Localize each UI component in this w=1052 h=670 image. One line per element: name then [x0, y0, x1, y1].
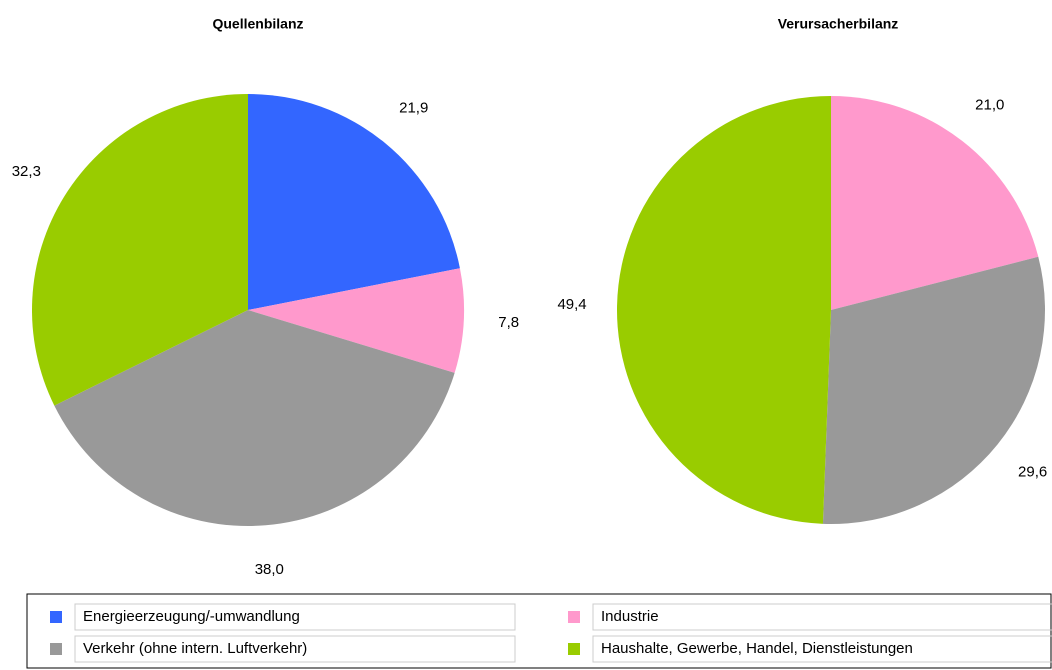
legend-item-box	[74, 603, 516, 631]
data-label: 21,9	[399, 99, 428, 116]
legend-label: Industrie	[601, 608, 659, 625]
legend-swatch	[50, 643, 62, 655]
data-label: 38,0	[255, 561, 284, 578]
data-label: 7,8	[498, 314, 519, 331]
legend-label: Energieerzeugung/-umwandlung	[83, 608, 300, 625]
chart-title: Quellenbilanz	[212, 16, 303, 32]
pie-slice	[616, 96, 831, 524]
legend-swatch	[50, 611, 62, 623]
pie-slice	[831, 96, 1039, 310]
pie-slice	[248, 268, 464, 373]
pie-slice	[31, 93, 249, 406]
data-label: 49,4	[557, 296, 586, 313]
legend-swatch	[568, 611, 580, 623]
legend-box	[26, 593, 1052, 669]
pie-slice	[822, 256, 1045, 524]
legend-label: Haushalte, Gewerbe, Handel, Dienstleistu…	[601, 640, 913, 657]
legend-label: Verkehr (ohne intern. Luftverkehr)	[83, 640, 307, 657]
pie-slice	[54, 310, 455, 527]
pie-slice	[248, 94, 460, 310]
legend-swatch	[568, 643, 580, 655]
legend-item-box	[592, 635, 1052, 663]
chart-title: Verursacherbilanz	[778, 16, 899, 32]
legend-item-box	[592, 603, 1052, 631]
legend-item-box	[74, 635, 516, 663]
data-label: 29,6	[1018, 464, 1047, 481]
data-label: 32,3	[12, 163, 41, 180]
data-label: 21,0	[975, 96, 1004, 113]
